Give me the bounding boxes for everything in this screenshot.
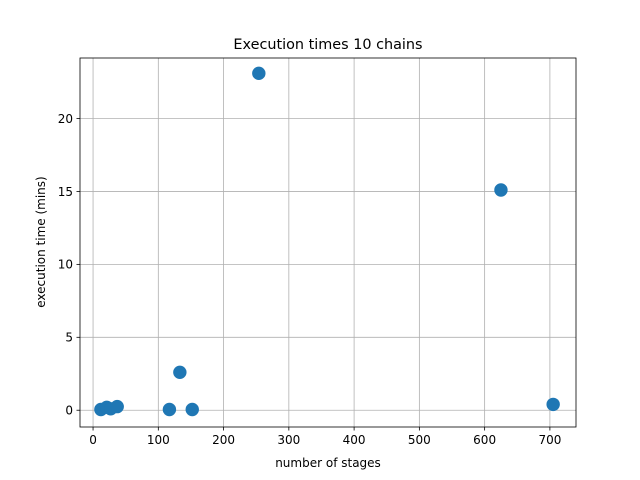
x-axis-label: number of stages [275,456,381,470]
y-tick-label: 15 [58,185,73,199]
x-tick-label: 400 [343,433,366,447]
y-axis-label: execution time (mins) [34,176,48,307]
data-point [546,397,560,412]
x-tick-label: 500 [408,433,431,447]
x-tick-label: 200 [212,433,235,447]
chart-title: Execution times 10 chains [233,37,422,53]
plot-frame [79,57,577,428]
grid-lines [80,58,576,427]
x-tick-label: 100 [147,433,170,447]
data-point [162,402,177,417]
y-axis-ticks: 0 5 10 15 20 [58,112,80,418]
data-point [252,66,266,81]
x-tick-label: 700 [538,433,561,447]
x-tick-label: 600 [473,433,496,447]
x-tick-label: 300 [277,433,300,447]
y-tick-label: 20 [58,112,73,126]
y-tick-label: 5 [65,331,73,345]
data-point [110,399,124,414]
y-tick-label: 10 [58,258,73,272]
x-axis-ticks: 0 100 200 300 400 500 600 700 [89,427,561,447]
y-tick-label: 0 [65,404,73,418]
data-point [185,402,199,417]
x-tick-label: 0 [89,433,97,447]
data-point [173,365,187,380]
data-points [94,66,560,417]
data-point [494,183,508,197]
